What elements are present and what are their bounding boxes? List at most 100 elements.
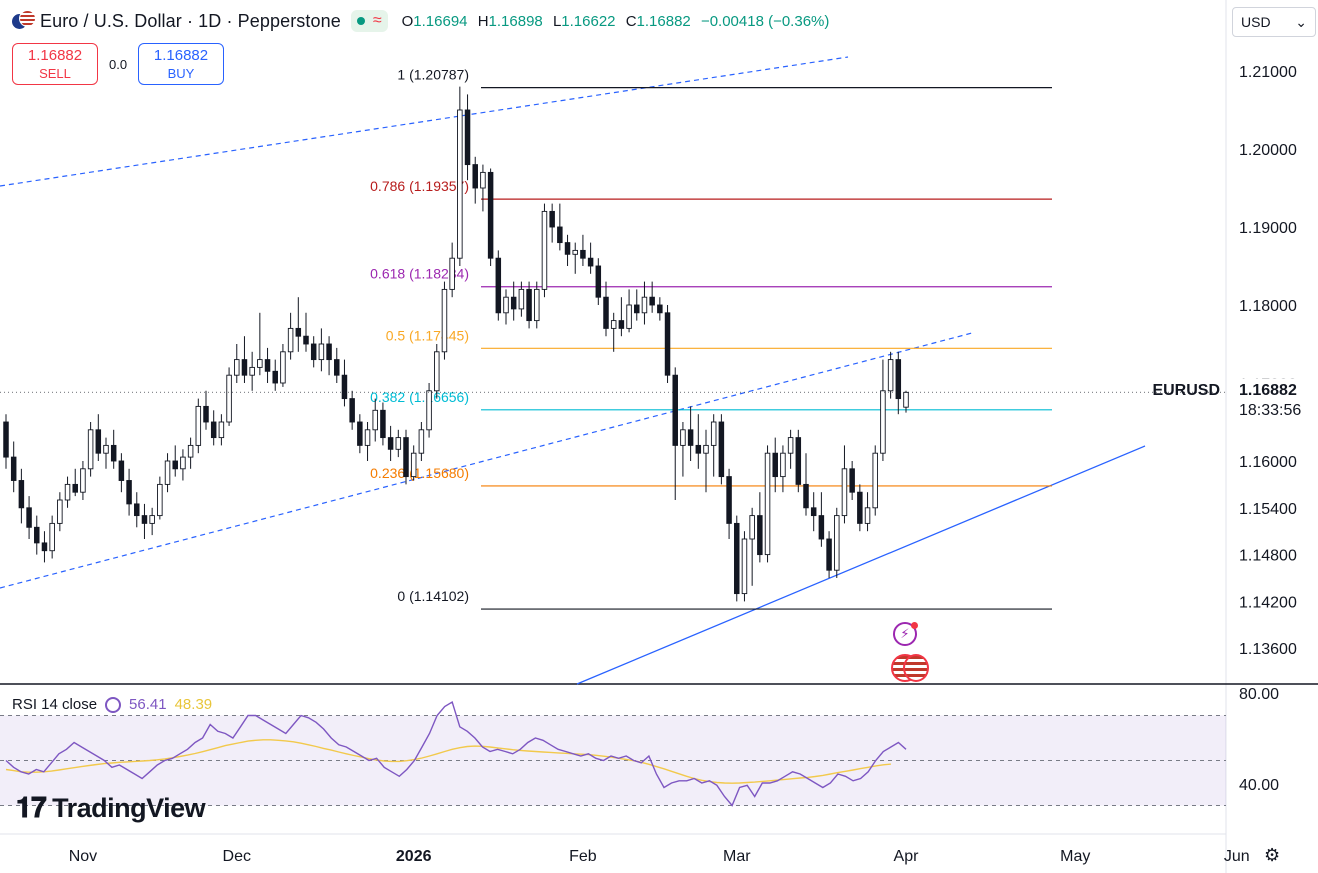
candle <box>118 453 125 493</box>
event-lightning-icon[interactable]: ⚡ <box>893 622 918 646</box>
candle <box>41 531 48 563</box>
candle <box>303 312 309 352</box>
candle-body <box>657 304 663 314</box>
rsi-value: 56.41 <box>129 696 167 713</box>
candle <box>218 414 225 446</box>
time-tick-label: May <box>1060 848 1090 865</box>
candle-body <box>603 296 609 329</box>
candle <box>264 347 271 383</box>
candle-body <box>841 468 848 517</box>
high-value: 1.16898 <box>488 12 543 30</box>
us-economic-event-icon-2[interactable] <box>903 654 929 682</box>
candle <box>318 328 325 372</box>
price-tick-label: 1.14200 <box>1239 594 1297 611</box>
candle-body <box>234 359 240 376</box>
rsi-settings-icon[interactable] <box>105 696 122 713</box>
candle <box>503 289 509 325</box>
candle <box>903 390 909 413</box>
market-open-dot-icon <box>356 17 365 25</box>
rsi-legend[interactable]: RSI 14 close 56.41 48.39 <box>12 696 212 713</box>
upper-channel-line <box>0 56 849 187</box>
candle <box>395 429 402 458</box>
candle <box>718 414 725 485</box>
candle-body <box>218 421 225 439</box>
candle <box>803 453 809 516</box>
candle <box>72 468 78 497</box>
candle-body <box>880 390 886 454</box>
candle <box>526 281 532 329</box>
time-tick-label: Mar <box>723 848 751 865</box>
candle <box>334 347 340 383</box>
candle <box>210 410 217 446</box>
candle-body <box>572 249 578 255</box>
time-tick-label: Apr <box>894 848 920 865</box>
buy-button[interactable]: 1.16882 BUY <box>138 43 224 85</box>
candle-body <box>64 483 71 501</box>
candle <box>787 429 794 469</box>
candle <box>534 281 540 329</box>
candle-body <box>134 503 140 517</box>
candle <box>626 289 632 333</box>
price-tick-label: 1.18000 <box>1239 298 1297 315</box>
candle-body <box>787 437 794 454</box>
market-status-pill[interactable]: ≈ <box>350 10 388 32</box>
candle-body <box>780 452 786 478</box>
candle <box>541 203 548 298</box>
candle-body <box>172 460 178 470</box>
candle-body <box>749 515 755 540</box>
symbol-title[interactable]: Euro / U.S. Dollar · 1D · Pepperstone <box>40 10 341 31</box>
candle <box>664 305 671 383</box>
candle <box>880 359 886 461</box>
candle-body <box>803 483 809 509</box>
candle-body <box>226 374 232 423</box>
candle-body <box>541 210 548 290</box>
candle <box>480 164 486 212</box>
candle-body <box>318 343 325 361</box>
candle-body <box>187 444 194 458</box>
sell-button[interactable]: 1.16882 SELL <box>12 43 98 85</box>
candle <box>772 437 778 493</box>
candle <box>326 336 332 376</box>
candle <box>410 445 417 481</box>
candle <box>449 242 455 298</box>
candle-body <box>257 359 263 368</box>
candle <box>464 94 471 181</box>
candle <box>641 281 648 325</box>
candle-body <box>649 296 655 306</box>
candle-body <box>857 491 863 524</box>
currency-value: USD <box>1241 14 1271 30</box>
candle <box>349 390 355 430</box>
tradingview-logo[interactable]: 𝟏𝟕 TradingView <box>16 792 206 823</box>
time-tick-label: Feb <box>569 848 597 865</box>
currency-selector[interactable]: USD ⌄ <box>1232 7 1316 37</box>
candle <box>826 531 832 578</box>
chart-settings-gear-icon[interactable]: ⚙ <box>1264 845 1281 865</box>
candle-body <box>295 327 302 337</box>
candle <box>387 425 394 461</box>
candle <box>887 351 894 399</box>
candle-body <box>849 468 855 493</box>
rsi-ma-value: 48.39 <box>174 696 213 713</box>
candle-body <box>810 507 817 517</box>
candle <box>749 507 755 586</box>
candle <box>457 86 463 266</box>
candle-body <box>272 370 278 384</box>
candle-body <box>718 421 725 478</box>
candle-body <box>410 452 417 478</box>
candle-body <box>80 468 86 493</box>
candle-body <box>357 421 363 446</box>
candle-body <box>741 538 748 595</box>
price-tick-label: 1.21000 <box>1239 64 1297 81</box>
candle-body <box>249 366 255 376</box>
candle <box>795 429 802 493</box>
candle <box>310 336 317 368</box>
candle-body <box>703 444 709 454</box>
fib-level-label: 0.618 (1.18234) <box>370 266 469 282</box>
candle <box>618 297 625 337</box>
candle <box>49 515 55 559</box>
candle-body <box>726 476 732 524</box>
candle-body <box>695 444 702 454</box>
candle <box>741 531 748 602</box>
candle <box>495 250 502 321</box>
